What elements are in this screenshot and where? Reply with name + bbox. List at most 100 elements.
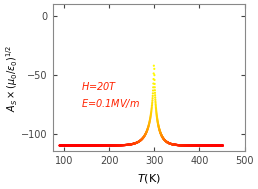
Point bbox=[220, 144, 224, 147]
Point bbox=[101, 144, 105, 147]
Point bbox=[172, 143, 176, 146]
Point bbox=[215, 144, 219, 147]
Point bbox=[114, 144, 118, 147]
Point bbox=[76, 144, 80, 147]
Point bbox=[134, 142, 138, 145]
Point bbox=[72, 144, 76, 147]
Point bbox=[150, 104, 154, 107]
Point bbox=[91, 144, 95, 147]
Point bbox=[159, 134, 164, 137]
Point bbox=[201, 144, 206, 147]
Point bbox=[213, 144, 217, 147]
Point bbox=[136, 140, 140, 143]
Point bbox=[167, 142, 171, 145]
Point bbox=[60, 144, 64, 147]
Point bbox=[106, 144, 110, 147]
Point bbox=[73, 144, 77, 147]
Point bbox=[113, 144, 117, 147]
Point bbox=[170, 143, 174, 146]
Point bbox=[147, 124, 151, 127]
Point bbox=[95, 144, 100, 147]
Point bbox=[100, 144, 104, 147]
Point bbox=[84, 144, 88, 147]
Point bbox=[165, 140, 169, 143]
Point bbox=[173, 143, 178, 146]
Point bbox=[77, 144, 81, 147]
Point bbox=[73, 144, 77, 147]
Point bbox=[145, 128, 149, 131]
Point bbox=[176, 144, 180, 147]
Point bbox=[66, 144, 70, 147]
Point bbox=[68, 144, 72, 147]
Point bbox=[120, 144, 124, 147]
Point bbox=[175, 143, 179, 146]
Point bbox=[195, 144, 199, 147]
Point bbox=[160, 134, 164, 137]
Point bbox=[217, 144, 221, 147]
Point bbox=[175, 143, 179, 146]
Point bbox=[70, 144, 74, 147]
Point bbox=[77, 144, 82, 147]
Point bbox=[116, 144, 120, 147]
X-axis label: $T$(K): $T$(K) bbox=[137, 172, 160, 185]
Point bbox=[186, 144, 190, 147]
Point bbox=[201, 144, 205, 147]
Point bbox=[72, 144, 76, 147]
Point bbox=[120, 144, 124, 147]
Point bbox=[75, 144, 79, 147]
Point bbox=[149, 112, 153, 115]
Point bbox=[152, 78, 157, 81]
Point bbox=[195, 144, 199, 147]
Point bbox=[152, 67, 156, 70]
Point bbox=[202, 144, 206, 147]
Point bbox=[187, 144, 191, 147]
Point bbox=[211, 144, 215, 147]
Point bbox=[181, 144, 185, 147]
Point bbox=[81, 144, 85, 147]
Point bbox=[155, 117, 159, 120]
Point bbox=[212, 144, 216, 147]
Point bbox=[167, 142, 171, 145]
Point bbox=[209, 144, 214, 147]
Point bbox=[213, 144, 217, 147]
Point bbox=[192, 144, 196, 147]
Point bbox=[190, 144, 194, 147]
Y-axis label: $A_S\times(\mu_0/\varepsilon_0)^{1/2}$: $A_S\times(\mu_0/\varepsilon_0)^{1/2}$ bbox=[4, 44, 20, 112]
Point bbox=[164, 140, 168, 143]
Point bbox=[195, 144, 199, 147]
Point bbox=[127, 143, 131, 146]
Point bbox=[188, 144, 192, 147]
Point bbox=[105, 144, 109, 147]
Point bbox=[166, 141, 171, 144]
Point bbox=[215, 144, 219, 147]
Point bbox=[165, 141, 170, 144]
Point bbox=[68, 144, 72, 147]
Point bbox=[180, 144, 184, 147]
Point bbox=[183, 144, 188, 147]
Point bbox=[133, 142, 138, 145]
Point bbox=[74, 144, 78, 147]
Point bbox=[205, 144, 209, 147]
Point bbox=[219, 144, 223, 147]
Point bbox=[119, 144, 124, 147]
Point bbox=[155, 114, 159, 117]
Point bbox=[160, 135, 164, 138]
Point bbox=[148, 120, 152, 123]
Point bbox=[144, 132, 148, 135]
Point bbox=[61, 144, 66, 147]
Point bbox=[61, 144, 66, 147]
Point bbox=[79, 144, 83, 147]
Point bbox=[98, 144, 102, 147]
Point bbox=[182, 144, 186, 147]
Point bbox=[93, 144, 97, 147]
Point bbox=[177, 144, 181, 147]
Point bbox=[101, 144, 106, 147]
Point bbox=[123, 143, 127, 146]
Point bbox=[206, 144, 210, 147]
Point bbox=[171, 143, 175, 146]
Point bbox=[140, 138, 144, 141]
Point bbox=[137, 140, 141, 143]
Point bbox=[195, 144, 199, 147]
Point bbox=[79, 144, 84, 147]
Point bbox=[199, 144, 204, 147]
